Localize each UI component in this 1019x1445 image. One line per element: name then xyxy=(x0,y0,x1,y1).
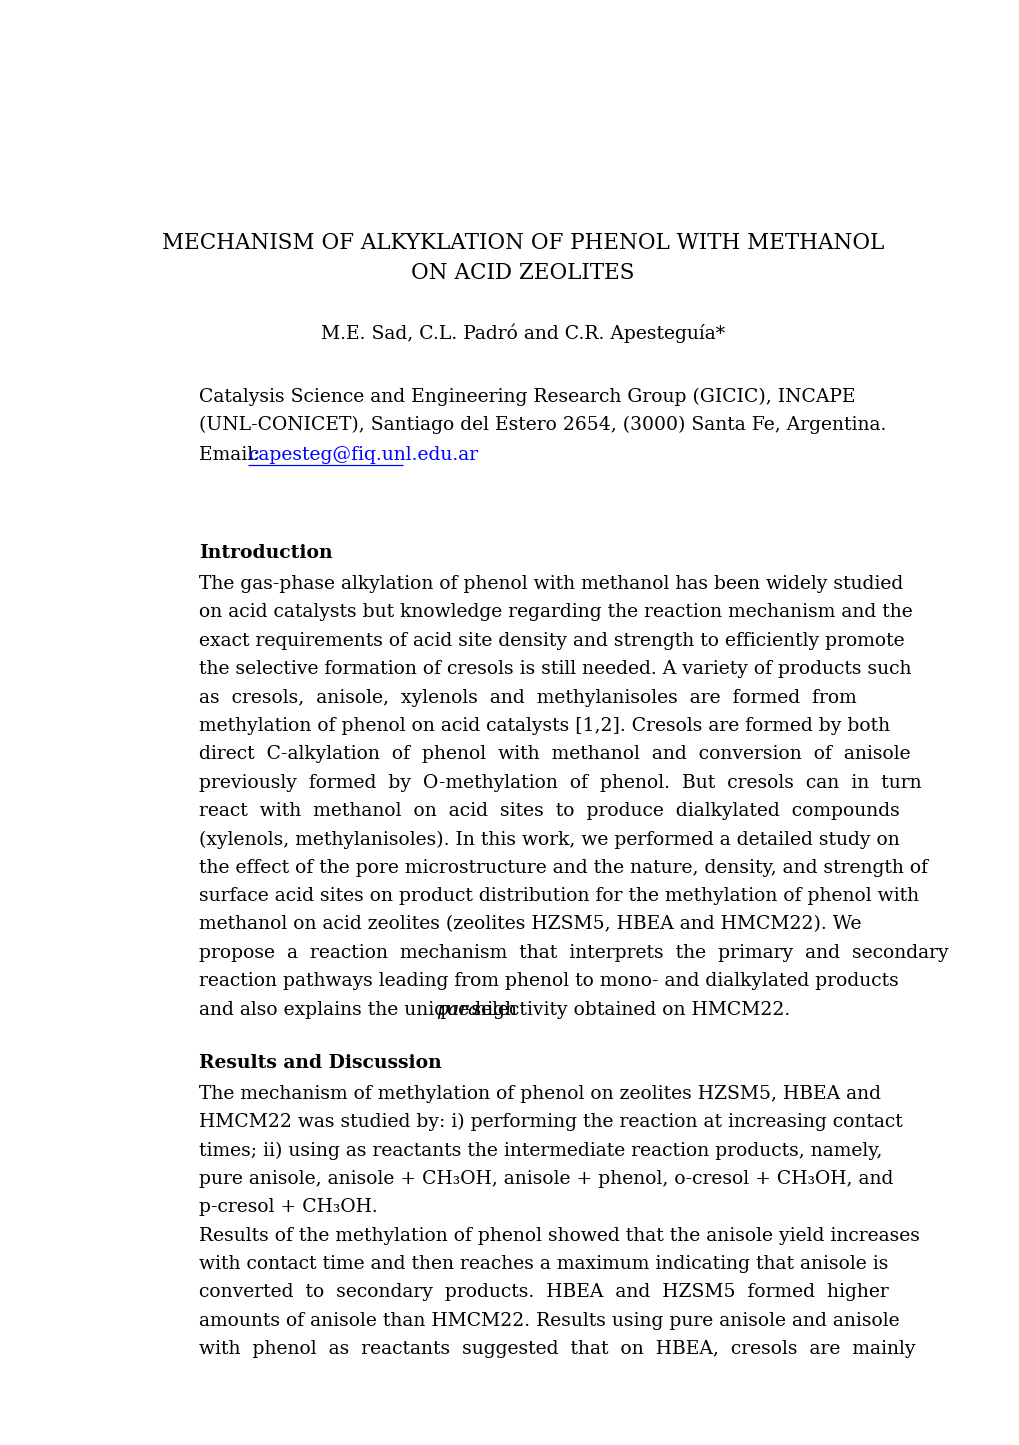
Text: methylation of phenol on acid catalysts [1,2]. Cresols are formed by both: methylation of phenol on acid catalysts … xyxy=(199,717,889,736)
Text: as  cresols,  anisole,  xylenols  and  methylanisoles  are  formed  from: as cresols, anisole, xylenols and methyl… xyxy=(199,689,856,707)
Text: p-cresol + CH₃OH.: p-cresol + CH₃OH. xyxy=(199,1198,377,1217)
Text: amounts of anisole than HMCM22. Results using pure anisole and anisole: amounts of anisole than HMCM22. Results … xyxy=(199,1312,899,1329)
Text: reaction pathways leading from phenol to mono- and dialkylated products: reaction pathways leading from phenol to… xyxy=(199,972,898,990)
Text: capesteg@fiq.unl.edu.ar: capesteg@fiq.unl.edu.ar xyxy=(249,447,478,464)
Text: MECHANISM OF ALKYKLATION OF PHENOL WITH METHANOL: MECHANISM OF ALKYKLATION OF PHENOL WITH … xyxy=(161,233,883,254)
Text: para: para xyxy=(435,1000,479,1019)
Text: HMCM22 was studied by: i) performing the reaction at increasing contact: HMCM22 was studied by: i) performing the… xyxy=(199,1113,902,1131)
Text: previously  formed  by  O-methylation  of  phenol.  But  cresols  can  in  turn: previously formed by O-methylation of ph… xyxy=(199,773,920,792)
Text: The mechanism of methylation of phenol on zeolites HZSM5, HBEA and: The mechanism of methylation of phenol o… xyxy=(199,1085,879,1103)
Text: on acid catalysts but knowledge regarding the reaction mechanism and the: on acid catalysts but knowledge regardin… xyxy=(199,604,912,621)
Text: -selectivity obtained on HMCM22.: -selectivity obtained on HMCM22. xyxy=(465,1000,790,1019)
Text: with  phenol  as  reactants  suggested  that  on  HBEA,  cresols  are  mainly: with phenol as reactants suggested that … xyxy=(199,1340,914,1358)
Text: Introduction: Introduction xyxy=(199,543,332,562)
Text: the effect of the pore microstructure and the nature, density, and strength of: the effect of the pore microstructure an… xyxy=(199,858,926,877)
Text: Catalysis Science and Engineering Research Group (GICIC), INCAPE: Catalysis Science and Engineering Resear… xyxy=(199,389,854,406)
Text: Email:: Email: xyxy=(199,447,265,464)
Text: (UNL-CONICET), Santiago del Estero 2654, (3000) Santa Fe, Argentina.: (UNL-CONICET), Santiago del Estero 2654,… xyxy=(199,416,886,434)
Text: methanol on acid zeolites (zeolites HZSM5, HBEA and HMCM22). We: methanol on acid zeolites (zeolites HZSM… xyxy=(199,916,860,933)
Text: surface acid sites on product distribution for the methylation of phenol with: surface acid sites on product distributi… xyxy=(199,887,918,905)
Text: The gas-phase alkylation of phenol with methanol has been widely studied: The gas-phase alkylation of phenol with … xyxy=(199,575,902,592)
Text: exact requirements of acid site density and strength to efficiently promote: exact requirements of acid site density … xyxy=(199,631,904,650)
Text: Results and Discussion: Results and Discussion xyxy=(199,1053,441,1072)
Text: propose  a  reaction  mechanism  that  interprets  the  primary  and  secondary: propose a reaction mechanism that interp… xyxy=(199,944,948,962)
Text: (xylenols, methylanisoles). In this work, we performed a detailed study on: (xylenols, methylanisoles). In this work… xyxy=(199,831,899,848)
Text: direct  C-alkylation  of  phenol  with  methanol  and  conversion  of  anisole: direct C-alkylation of phenol with metha… xyxy=(199,746,909,763)
Text: with contact time and then reaches a maximum indicating that anisole is: with contact time and then reaches a max… xyxy=(199,1254,888,1273)
Text: ON ACID ZEOLITES: ON ACID ZEOLITES xyxy=(411,263,634,285)
Text: pure anisole, anisole + CH₃OH, anisole + phenol, o-cresol + CH₃OH, and: pure anisole, anisole + CH₃OH, anisole +… xyxy=(199,1170,893,1188)
Text: the selective formation of cresols is still needed. A variety of products such: the selective formation of cresols is st… xyxy=(199,660,910,678)
Text: and also explains the unique high: and also explains the unique high xyxy=(199,1000,522,1019)
Text: times; ii) using as reactants the intermediate reaction products, namely,: times; ii) using as reactants the interm… xyxy=(199,1142,881,1160)
Text: M.E. Sad, C.L. Padró and C.R. Apesteguía*: M.E. Sad, C.L. Padró and C.R. Apesteguía… xyxy=(320,324,725,342)
Text: react  with  methanol  on  acid  sites  to  produce  dialkylated  compounds: react with methanol on acid sites to pro… xyxy=(199,802,899,821)
Text: Results of the methylation of phenol showed that the anisole yield increases: Results of the methylation of phenol sho… xyxy=(199,1227,918,1244)
Text: converted  to  secondary  products.  HBEA  and  HZSM5  formed  higher: converted to secondary products. HBEA an… xyxy=(199,1283,888,1302)
